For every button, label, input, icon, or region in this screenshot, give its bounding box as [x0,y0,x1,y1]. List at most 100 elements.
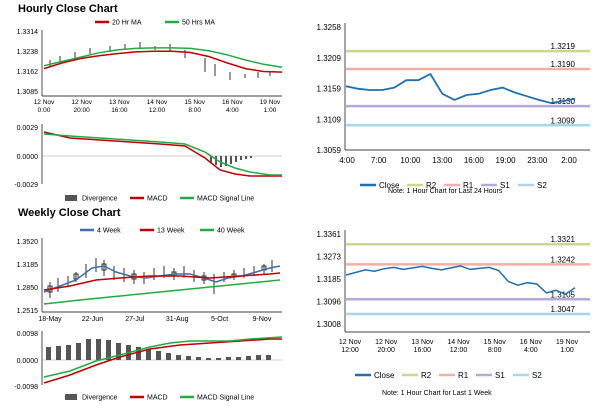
x-tick-label: 19:00 [496,156,517,165]
x-tick-label: 12 Nov [375,339,398,346]
x-tick-label: 8:00 [488,347,502,354]
x-tick-label: 20:00 [377,347,395,354]
legend-label: R1 [463,181,474,190]
legend-label: R1 [458,371,469,380]
pivot-hourly-xticks: 4:00 7:00 10:00 13:00 16:00 19:00 23:00 2:00 [339,156,577,165]
x-tick-label: 16 Nov [222,99,243,106]
x-tick-label: 10:00 [400,156,421,165]
x-tick-label: 0:00 [38,107,51,114]
pivot-level-label: 1.3047 [551,305,576,314]
x-tick-label: 20:00 [74,107,91,114]
legend-label: S2 [532,371,542,380]
legend-label: S1 [500,181,510,190]
y-tick-label: 1.3209 [317,54,342,63]
x-tick-label: 4:00 [339,156,355,165]
hourly-macd-line [43,131,282,177]
hp-candles [49,42,271,80]
legend-label: 13 Week [157,228,185,235]
x-tick-label: 4:00 [226,107,239,114]
x-tick-label: 13:00 [432,156,453,165]
wp-ytick: 1.2515 [17,308,39,315]
weekly-macd-line [43,338,282,384]
x-tick-label: 1:00 [560,347,574,354]
y-tick-label: 1.3273 [317,253,342,262]
hourly-title: Hourly Close Chart [18,3,118,15]
pivot-level-label: 1.3190 [551,60,576,69]
x-tick-label: 12:00 [450,347,468,354]
x-tick-label: 12 Nov [71,99,92,106]
hp-ytick: 1.3162 [17,69,39,76]
pivot-weekly-close-line [345,265,576,296]
hourly-macd-chart: 0.0029 0.0000 -0.0029 Divergence MACD MACD… [14,124,282,203]
wm-ytick: 0.0000 [17,358,39,365]
y-tick-label: 1.3361 [317,230,342,239]
pivot-hourly-note: Note: 1 Hour Chart for Last 24 Hours [388,188,503,195]
x-tick-label: 15 Nov [484,339,507,346]
x-tick-label: 19 Nov [556,339,579,346]
x-tick-label: 12:00 [341,347,359,354]
x-tick-label: 12:00 [149,107,166,114]
legend-label: Close [379,181,400,190]
x-tick-label: 18-May [38,316,62,323]
legend-label: Close [374,371,395,380]
legend-label: 40 Week [217,228,245,235]
x-tick-label: 15 Nov [184,99,205,106]
hm-divergence-bars [210,156,252,167]
x-tick-label: 5-Oct [211,316,228,323]
wm-divergence-bars [46,339,271,360]
y-tick-label: 1.3059 [317,146,342,155]
pivot-hourly-close-line [345,72,576,104]
weekly-macd-chart: 0.0098 0.0000 -0.0098 Divergence MACD MACD… [14,331,283,402]
x-tick-label: 8:00 [188,107,201,114]
wp-ytick: 1.2850 [17,285,39,292]
y-tick-label: 1.3109 [317,115,342,124]
pivot-weekly-yticks: 1.3361 1.3273 1.3185 1.3096 1.3008 [317,230,342,329]
pivot-weekly-note: Note: 1 Hour Chart for Last 1 Week [382,390,492,397]
x-tick-label: 7:00 [371,156,387,165]
weekly-price-chart: 4 Week 13 Week 40 Week 1.3520 1.3185 1.285… [17,228,282,323]
x-tick-label: 9-Nov [253,316,272,323]
x-tick-label: 12 Nov [34,99,55,106]
wm-ytick: -0.0098 [14,384,38,391]
weekly-macd-legend: Divergence MACD MACD Signal Line [65,394,254,402]
legend-label: S2 [537,181,547,190]
y-tick-label: 1.3159 [317,85,342,94]
pivot-hourly-chart: 1.3258 1.3209 1.3159 1.3109 1.3059 1.3219 1.3… [317,23,590,190]
weekly-4week-line [43,265,281,293]
pivot-level-label: 1.3105 [551,290,576,299]
x-tick-label: 13 Nov [109,99,130,106]
x-tick-label: 23:00 [527,156,548,165]
hp-ytick: 1.3238 [17,49,39,56]
legend-label: 4 Week [97,228,121,235]
y-tick-label: 1.3185 [317,275,342,284]
x-tick-label: 14 Nov [147,99,168,106]
x-tick-label: 16:00 [464,156,485,165]
hourly-macd-signal-line [43,133,282,176]
hm-ytick: 0.0000 [17,154,39,161]
weekly-title: Weekly Close Chart [18,207,121,219]
x-tick-label: 27-Jul [125,316,145,323]
x-tick-label: 19 Nov [260,99,281,106]
legend-label: MACD [147,196,168,203]
weekly-price-xticks: 18-May 22-Jun 27-Jul 31-Aug 5-Oct 9-Nov [38,316,272,323]
y-tick-label: 1.3258 [317,23,342,32]
pivot-weekly-legend: Close R2 R1 S1 S2 [355,371,542,380]
legend-label: S1 [495,371,505,380]
x-tick-label: 16 Nov [520,339,543,346]
x-tick-label: 1:00 [264,107,277,114]
x-tick-label: 4:00 [524,347,538,354]
y-tick-label: 1.3096 [317,298,342,307]
hourly-price-chart: 20 Hr MA 50 Hrs MA 1.3314 1.3238 1.3162 1… [17,20,283,114]
legend-label: 20 Hr MA [112,20,142,27]
weekly-price-legend: 4 Week 13 Week 40 Week [80,228,245,235]
x-tick-label: 22-Jun [82,316,104,323]
weekly-40week-line [43,279,281,305]
hp-ytick: 1.3085 [17,89,39,96]
wm-ytick: 0.0098 [17,331,39,338]
x-tick-label: 14 Nov [447,339,470,346]
x-tick-label: 2:00 [561,156,577,165]
